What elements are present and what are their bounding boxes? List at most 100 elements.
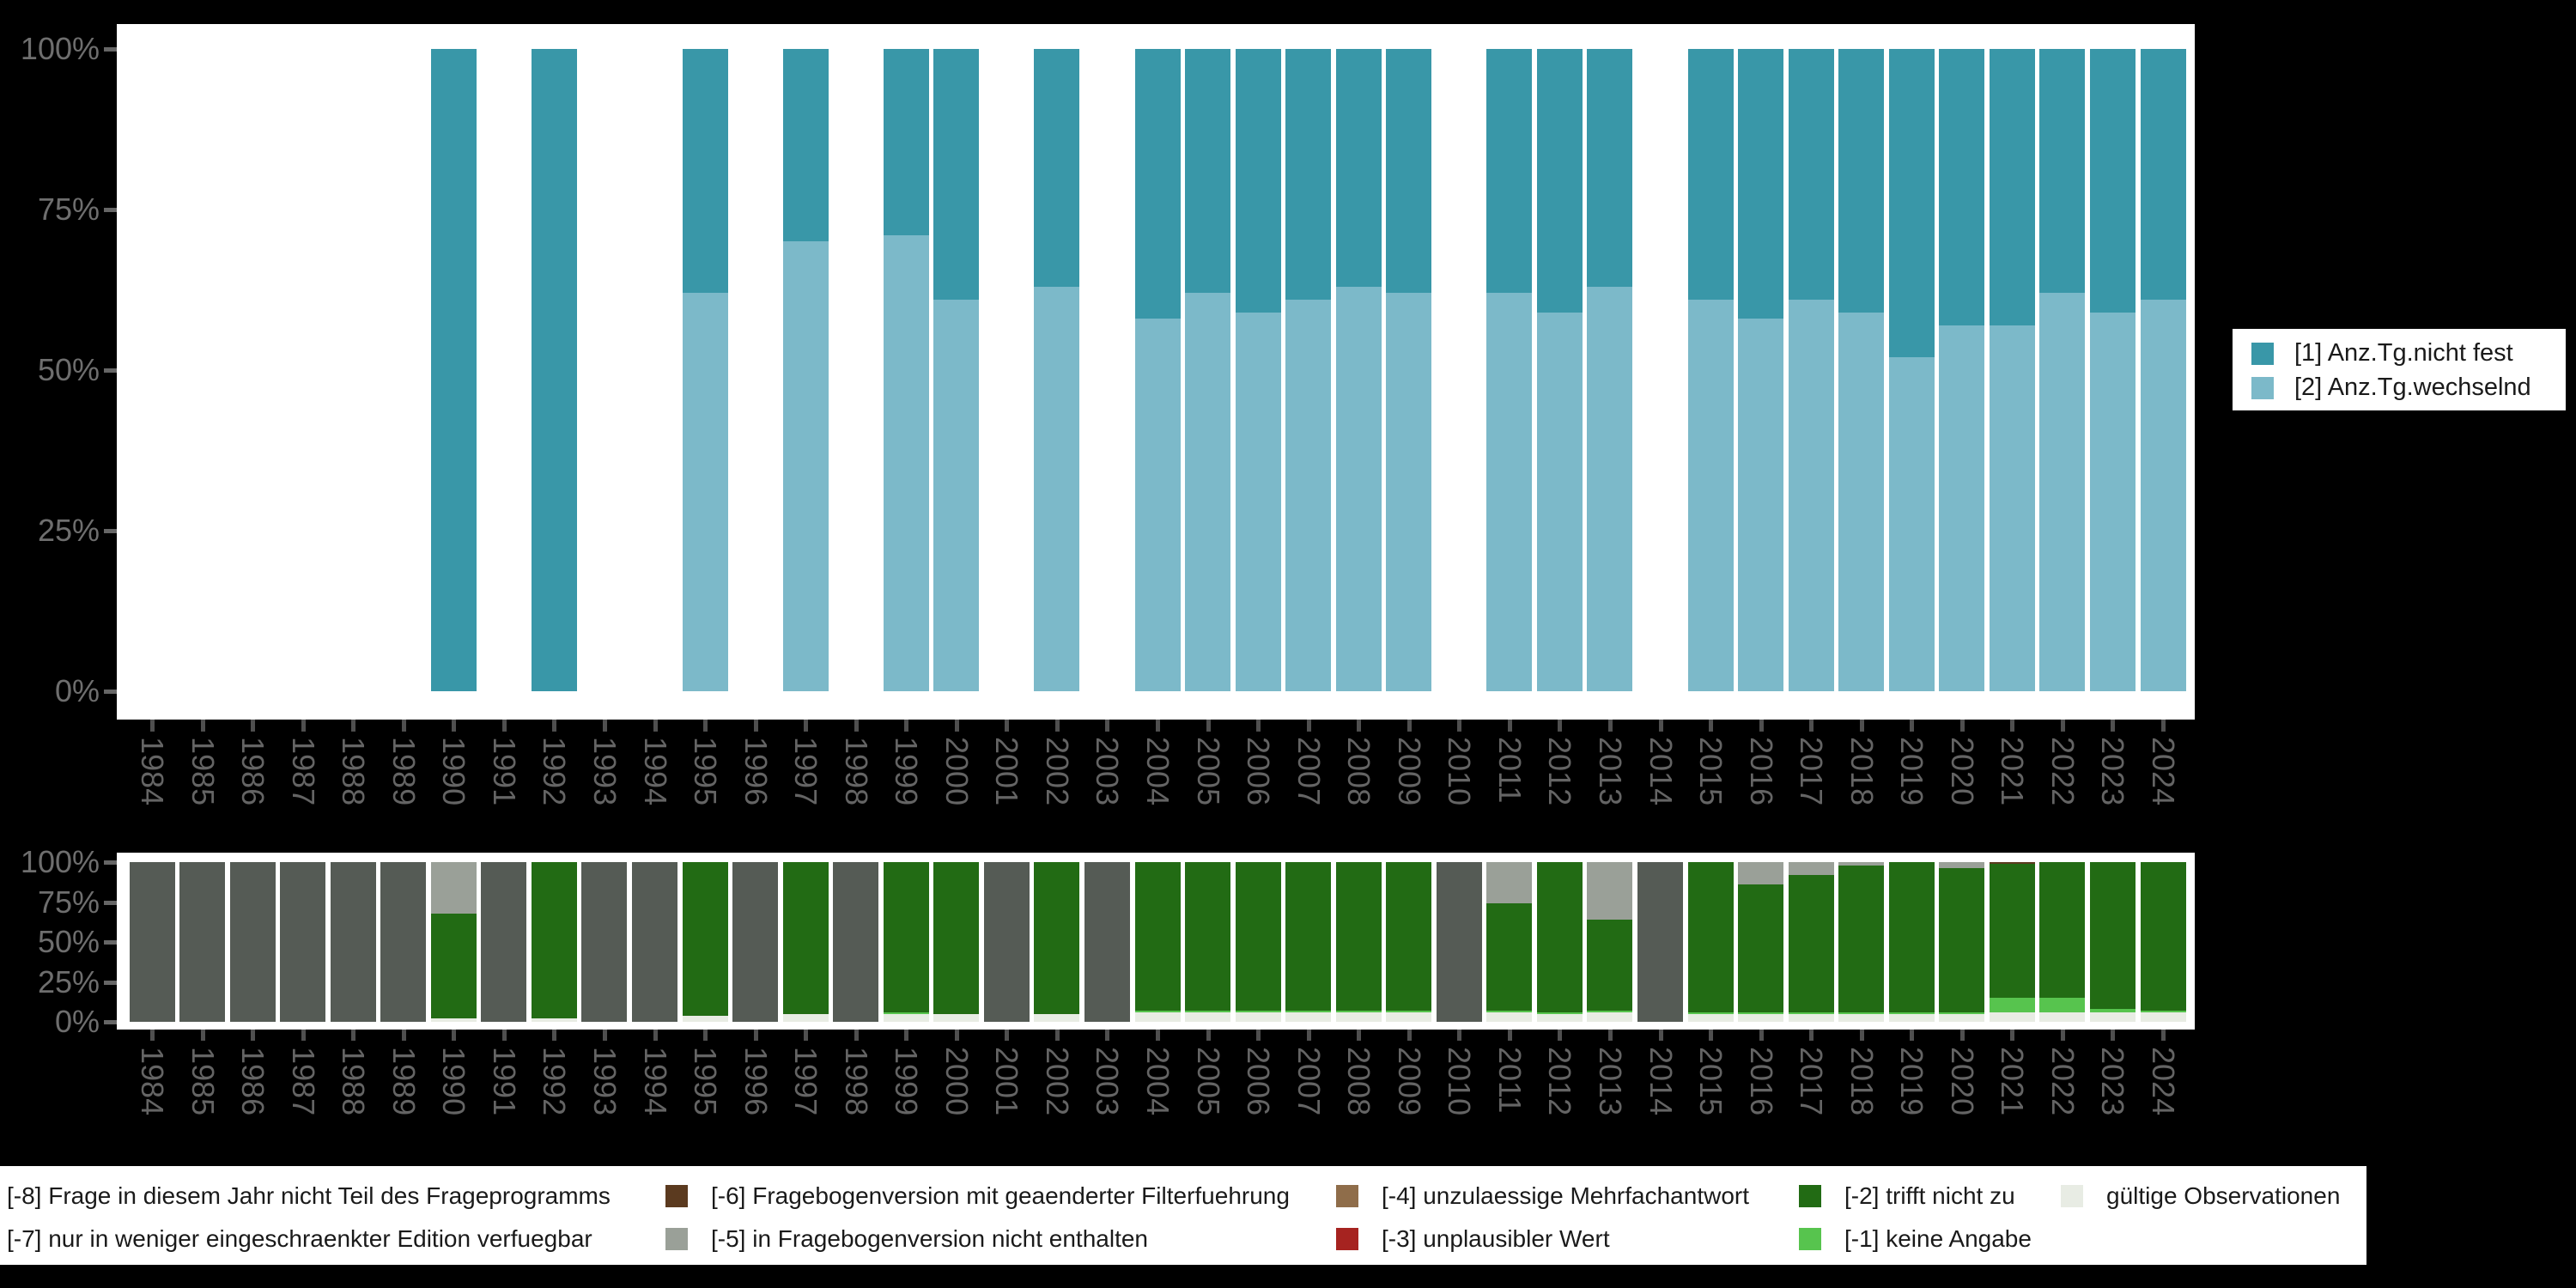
bar-segment-2016 [1738, 1013, 1784, 1022]
legend-item-label: [-1] keine Angabe [1844, 1225, 2032, 1252]
bar-segment-2012 [1536, 49, 1583, 313]
bar-segment-2020 [1939, 1012, 1985, 1014]
bar-segment-2009 [1386, 862, 1432, 1011]
bar-segment-2018 [1838, 1013, 1885, 1022]
bar-segment-2011 [1486, 1010, 1533, 1012]
x-tick-mark [401, 1030, 406, 1041]
x-tick-label-2012: 2012 [1542, 1047, 1578, 1116]
x-tick-mark [1105, 1030, 1110, 1041]
x-tick-label-2024: 2024 [2146, 1047, 2181, 1116]
x-tick-label-2003: 2003 [1090, 737, 1126, 806]
x-tick-mark [2010, 720, 2015, 732]
x-tick-mark [602, 1030, 607, 1041]
bar-segment-2005 [1185, 1012, 1231, 1022]
x-tick-mark [804, 1030, 809, 1041]
bar-segment-2019 [1888, 357, 1935, 691]
y-tick-mark [104, 690, 117, 694]
bar-segment-2021 [1989, 863, 2035, 999]
x-tick-mark [1709, 1030, 1714, 1041]
x-tick-mark [200, 720, 205, 732]
bar-segment-2024 [2140, 862, 2186, 1011]
bar-segment-2013 [1587, 1012, 1633, 1022]
x-tick-mark [1306, 720, 1311, 732]
x-tick-label-2022: 2022 [2044, 1047, 2081, 1116]
x-tick-mark [1256, 1030, 1261, 1041]
x-tick-mark [1357, 720, 1362, 732]
legend-item-label: [2] Anz.Tg.wechselnd [2294, 374, 2531, 401]
bar-segment-2012 [1536, 862, 1583, 1012]
bar-segment-1995 [682, 293, 728, 691]
bar-segment-1999 [883, 1013, 929, 1022]
x-tick-label-2001: 2001 [989, 737, 1025, 806]
x-tick-mark [1558, 1030, 1563, 1041]
x-tick-mark [1507, 720, 1512, 732]
bar-segment-2019 [1888, 1013, 1935, 1022]
legend-key-swatch [1336, 1185, 1358, 1207]
x-tick-label-1986: 1986 [235, 737, 271, 806]
bar-segment-2013 [1587, 1010, 1633, 1012]
bar-segment-2022 [2039, 862, 2086, 999]
bar-segment-2020 [1939, 868, 1985, 1012]
x-tick-mark [1607, 720, 1613, 732]
bar-segment-2014 [1637, 862, 1683, 1022]
x-tick-mark [150, 1030, 155, 1041]
x-tick-mark [1809, 1030, 1814, 1041]
x-tick-label-2010: 2010 [1442, 1047, 1478, 1116]
x-tick-mark [452, 1030, 457, 1041]
x-tick-mark [703, 720, 708, 732]
x-tick-mark [1959, 1030, 1965, 1041]
bar-segment-2023 [2089, 1009, 2136, 1012]
legend-key-swatch [2251, 343, 2274, 365]
x-tick-label-1999: 1999 [889, 737, 925, 806]
x-tick-label-2018: 2018 [1844, 1047, 1880, 1116]
x-tick-label-2016: 2016 [1743, 1047, 1779, 1116]
bar-segment-2012 [1536, 1013, 1583, 1022]
bar-segment-2011 [1486, 1012, 1533, 1022]
bar-segment-1994 [632, 862, 677, 1022]
x-tick-label-2012: 2012 [1542, 737, 1578, 806]
x-tick-mark [904, 1030, 909, 1041]
bar-segment-2011 [1486, 903, 1533, 1011]
x-tick-label-1988: 1988 [336, 737, 372, 806]
x-tick-label-1991: 1991 [486, 737, 522, 806]
bar-segment-1992 [531, 1018, 577, 1022]
bar-segment-2009 [1386, 1012, 1432, 1022]
x-tick-label-2024: 2024 [2146, 737, 2181, 806]
bar-segment-2021 [1989, 49, 2035, 325]
legend-item-label: [-2] trifft nicht zu [1844, 1182, 2015, 1209]
bar-segment-1988 [330, 862, 376, 1022]
x-tick-label-1992: 1992 [537, 1047, 573, 1116]
x-tick-mark [1306, 1030, 1311, 1041]
y-tick-mark [104, 529, 117, 533]
x-tick-mark [2111, 1030, 2116, 1041]
bar-segment-2013 [1587, 49, 1633, 287]
x-tick-mark [1054, 1030, 1060, 1041]
bar-segment-2020 [1939, 862, 1985, 869]
bar-segment-2018 [1838, 49, 1885, 313]
bar-segment-1997 [782, 49, 829, 242]
bar-segment-1996 [732, 862, 779, 1022]
x-tick-label-2004: 2004 [1140, 1047, 1176, 1116]
x-tick-mark [1357, 1030, 1362, 1041]
x-tick-label-2005: 2005 [1190, 737, 1226, 806]
x-tick-mark [1607, 1030, 1613, 1041]
bar-segment-2020 [1939, 49, 1985, 325]
x-tick-mark [653, 1030, 658, 1041]
bar-segment-2019 [1888, 862, 1935, 1012]
answer-legend: [1] Anz.Tg.nicht fest [2] Anz.Tg.wechseln… [2233, 329, 2566, 410]
bar-segment-1995 [682, 49, 728, 294]
x-tick-label-2019: 2019 [1894, 1047, 1930, 1116]
x-tick-mark [301, 720, 306, 732]
x-tick-label-2009: 2009 [1391, 737, 1427, 806]
x-tick-label-2021: 2021 [1995, 1047, 2031, 1116]
legend-key-swatch [1336, 1228, 1358, 1250]
x-tick-label-1998: 1998 [838, 737, 874, 806]
x-tick-label-1986: 1986 [235, 1047, 271, 1116]
bar-segment-2006 [1235, 49, 1281, 313]
legend-key-swatch [1799, 1185, 1821, 1207]
bar-segment-2006 [1235, 312, 1281, 691]
x-tick-label-2016: 2016 [1743, 737, 1779, 806]
x-tick-label-2004: 2004 [1140, 737, 1176, 806]
bar-segment-2024 [2140, 1010, 2186, 1012]
